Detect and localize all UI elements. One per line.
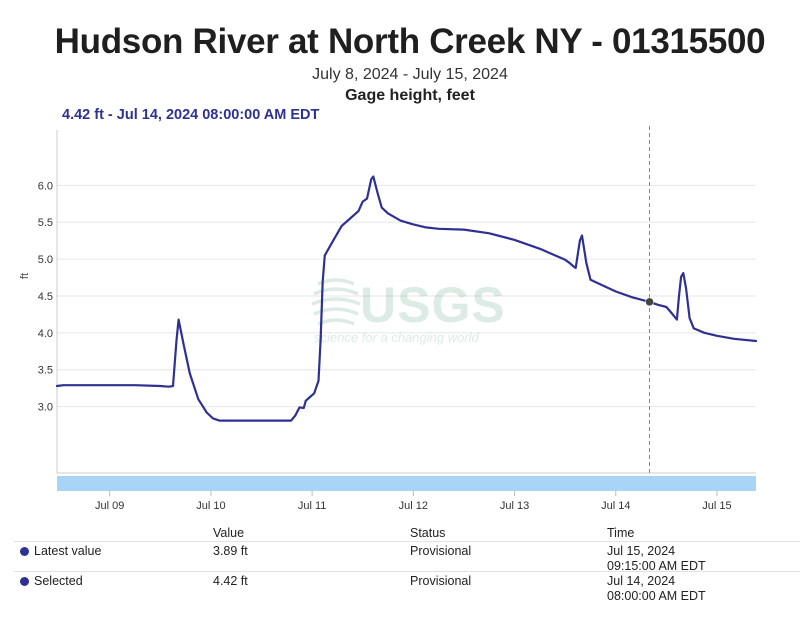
x-tick-label: Jul 13 xyxy=(500,500,529,512)
y-tick-label: 3.5 xyxy=(38,365,53,377)
table-row-latest: Latest value 3.89 ft Provisional Jul 15,… xyxy=(14,541,800,573)
usgs-logo-icon xyxy=(311,278,361,326)
x-tick-label: Jul 14 xyxy=(601,500,630,512)
table-row-selected: Selected 4.42 ft Provisional Jul 14, 202… xyxy=(14,571,800,603)
row-status: Provisional xyxy=(410,544,472,558)
parameter-label: Gage height, feet xyxy=(345,87,475,104)
x-tick-label: Jul 11 xyxy=(298,500,327,512)
row-label: Selected xyxy=(20,574,83,589)
y-tick-label: 4.5 xyxy=(38,291,53,303)
header-value: Value xyxy=(213,526,245,540)
x-tick-label: Jul 15 xyxy=(702,500,731,512)
watermark-tagline: science for a changing world xyxy=(314,330,480,345)
hydrograph-chart[interactable]: USGS science for a changing world 3.0 3.5… xyxy=(0,0,800,520)
row-status: Provisional xyxy=(410,574,472,588)
usgs-watermark: USGS science for a changing world xyxy=(311,277,506,345)
gage-height-line[interactable] xyxy=(55,175,758,422)
selected-point-readout: 4.42 ft - Jul 14, 2024 08:00:00 AM EDT xyxy=(62,107,320,123)
x-tick-label: Jul 10 xyxy=(196,500,225,512)
row-time: Jul 14, 2024 08:00:00 AM EDT xyxy=(607,574,706,603)
row-value: 3.89 ft xyxy=(213,544,248,558)
row-value: 4.42 ft xyxy=(213,574,248,588)
x-tick-label: Jul 09 xyxy=(95,500,124,512)
header-time: Time xyxy=(607,526,635,540)
y-tick-label: 5.5 xyxy=(38,217,53,229)
series-dot-icon xyxy=(20,577,29,586)
x-tick-label: Jul 12 xyxy=(399,500,428,512)
header-status: Status xyxy=(410,526,446,540)
row-label: Latest value xyxy=(20,544,101,559)
y-tick-label: 6.0 xyxy=(38,180,53,192)
chart-title: Hudson River at North Creek NY - 0131550… xyxy=(54,22,766,61)
y-axis-label: ft xyxy=(19,273,31,279)
y-tick-label: 4.0 xyxy=(38,328,53,340)
row-time: Jul 15, 2024 09:15:00 AM EDT xyxy=(607,544,706,573)
date-range-subtitle: July 8, 2024 - July 15, 2024 xyxy=(312,66,508,83)
time-navigator-bar[interactable] xyxy=(57,476,756,491)
series-dot-icon xyxy=(20,547,29,556)
y-tick-label: 5.0 xyxy=(38,254,53,266)
watermark-text: USGS xyxy=(360,277,506,333)
y-tick-label: 3.0 xyxy=(38,402,53,414)
selected-point-marker[interactable] xyxy=(645,297,654,307)
x-axis: Jul 09 Jul 10 Jul 11 Jul 12 Jul 13 Jul 14 Jul … xyxy=(95,491,732,512)
y-axis: 3.0 3.5 4.0 4.5 5.0 5.5 6.0 xyxy=(38,180,53,413)
